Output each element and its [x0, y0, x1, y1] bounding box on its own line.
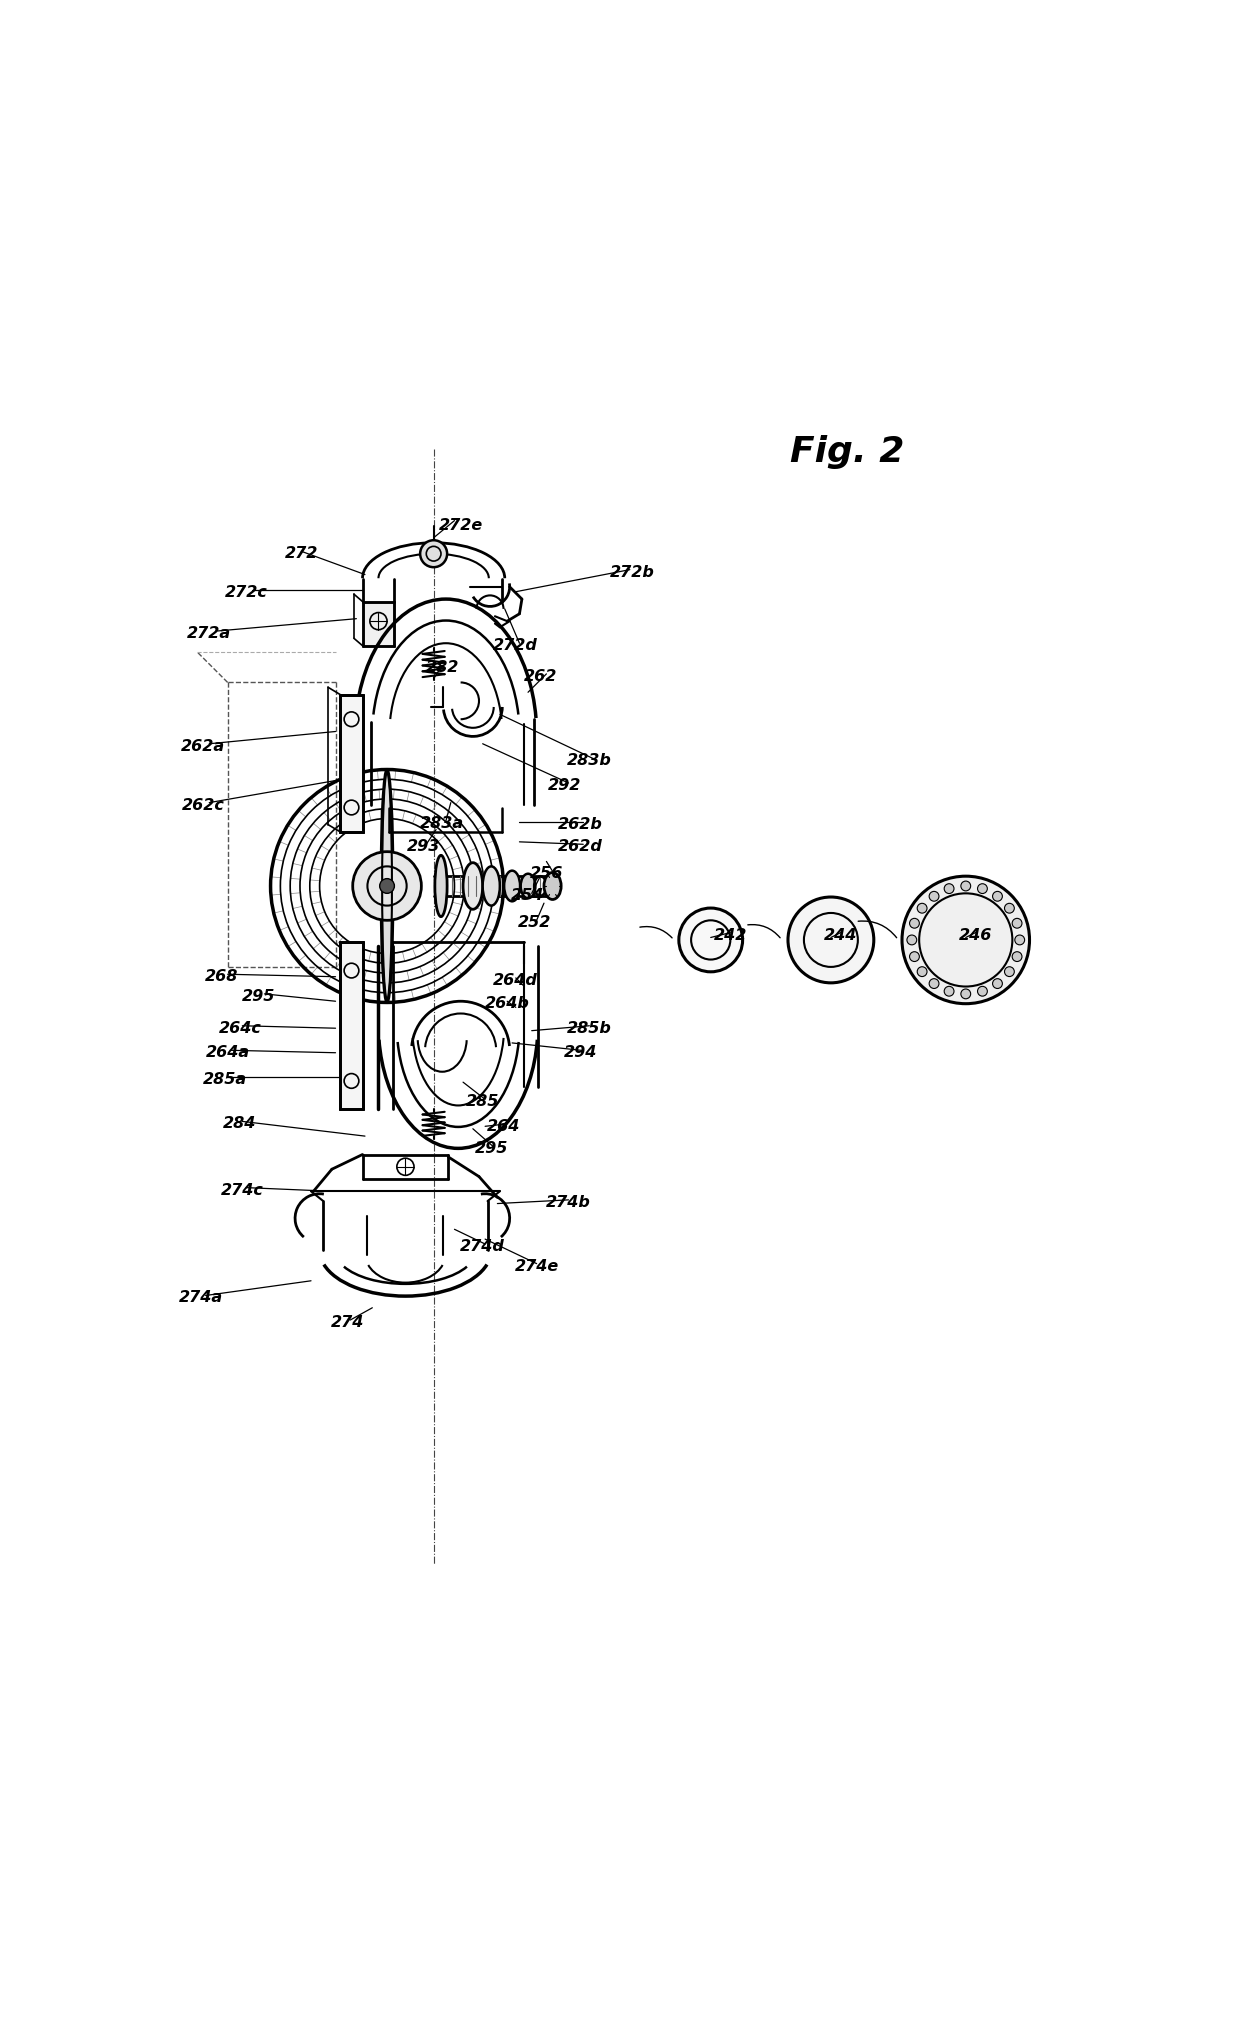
Circle shape — [992, 892, 1002, 902]
Text: 274c: 274c — [221, 1182, 264, 1198]
Text: 283a: 283a — [420, 817, 464, 831]
Text: 268: 268 — [205, 969, 238, 985]
Circle shape — [992, 979, 1002, 989]
Circle shape — [1004, 967, 1014, 977]
Circle shape — [352, 851, 422, 920]
Text: 293: 293 — [407, 839, 440, 853]
Circle shape — [1014, 934, 1024, 945]
Circle shape — [961, 989, 971, 999]
Text: 295: 295 — [475, 1141, 508, 1155]
Circle shape — [929, 979, 939, 989]
Text: 274a: 274a — [179, 1291, 223, 1305]
Circle shape — [901, 876, 1029, 1003]
Text: 252: 252 — [517, 916, 551, 930]
Text: 262: 262 — [523, 669, 557, 683]
Text: 242: 242 — [714, 928, 746, 943]
Text: 295: 295 — [242, 989, 275, 1003]
Text: 272: 272 — [284, 545, 317, 561]
Text: 244: 244 — [825, 928, 857, 943]
Circle shape — [379, 878, 394, 894]
Circle shape — [977, 987, 987, 995]
Text: 264a: 264a — [206, 1046, 249, 1060]
Text: 274b: 274b — [546, 1194, 591, 1210]
Circle shape — [918, 967, 928, 977]
Text: 272a: 272a — [187, 626, 232, 641]
Text: 264b: 264b — [485, 995, 529, 1011]
Circle shape — [961, 882, 971, 892]
Text: 285a: 285a — [203, 1072, 247, 1086]
Text: 264d: 264d — [494, 973, 538, 987]
Circle shape — [910, 953, 919, 961]
Circle shape — [944, 884, 954, 894]
Text: 254: 254 — [511, 888, 544, 904]
Text: 264: 264 — [487, 1119, 521, 1133]
Text: 282: 282 — [425, 661, 459, 675]
Circle shape — [929, 892, 939, 902]
Polygon shape — [341, 943, 362, 1109]
Text: 274e: 274e — [515, 1259, 559, 1273]
Circle shape — [1012, 953, 1022, 961]
Circle shape — [910, 918, 919, 928]
Circle shape — [977, 884, 987, 894]
Text: 285: 285 — [466, 1095, 500, 1109]
Text: 274d: 274d — [460, 1238, 505, 1255]
Text: 272b: 272b — [610, 566, 655, 580]
Text: 294: 294 — [564, 1046, 598, 1060]
Text: 262b: 262b — [558, 817, 603, 833]
Circle shape — [678, 908, 743, 971]
Ellipse shape — [544, 872, 562, 900]
Ellipse shape — [521, 874, 536, 898]
Text: 262c: 262c — [182, 797, 224, 813]
Text: 246: 246 — [959, 928, 992, 943]
Circle shape — [906, 934, 916, 945]
Text: 264c: 264c — [218, 1022, 262, 1036]
Polygon shape — [341, 695, 362, 831]
Text: 284: 284 — [223, 1117, 257, 1131]
Text: 256: 256 — [529, 866, 563, 882]
Text: 285b: 285b — [567, 1022, 611, 1036]
Circle shape — [420, 541, 448, 568]
Text: 272d: 272d — [494, 639, 538, 653]
Ellipse shape — [435, 855, 448, 916]
Text: 262d: 262d — [558, 839, 603, 853]
Ellipse shape — [381, 770, 393, 1003]
Circle shape — [944, 987, 954, 995]
Text: 292: 292 — [548, 778, 582, 793]
Ellipse shape — [463, 864, 482, 910]
Text: 272c: 272c — [224, 586, 268, 600]
Text: 274: 274 — [331, 1316, 365, 1330]
Text: 283b: 283b — [567, 754, 611, 768]
Polygon shape — [362, 602, 394, 647]
Circle shape — [1012, 918, 1022, 928]
Ellipse shape — [482, 866, 500, 906]
Circle shape — [787, 898, 874, 983]
Circle shape — [1004, 904, 1014, 912]
Circle shape — [918, 904, 928, 912]
Text: Fig. 2: Fig. 2 — [790, 434, 904, 468]
Ellipse shape — [505, 872, 520, 902]
Text: 272e: 272e — [439, 519, 482, 533]
Text: 262a: 262a — [181, 738, 226, 754]
